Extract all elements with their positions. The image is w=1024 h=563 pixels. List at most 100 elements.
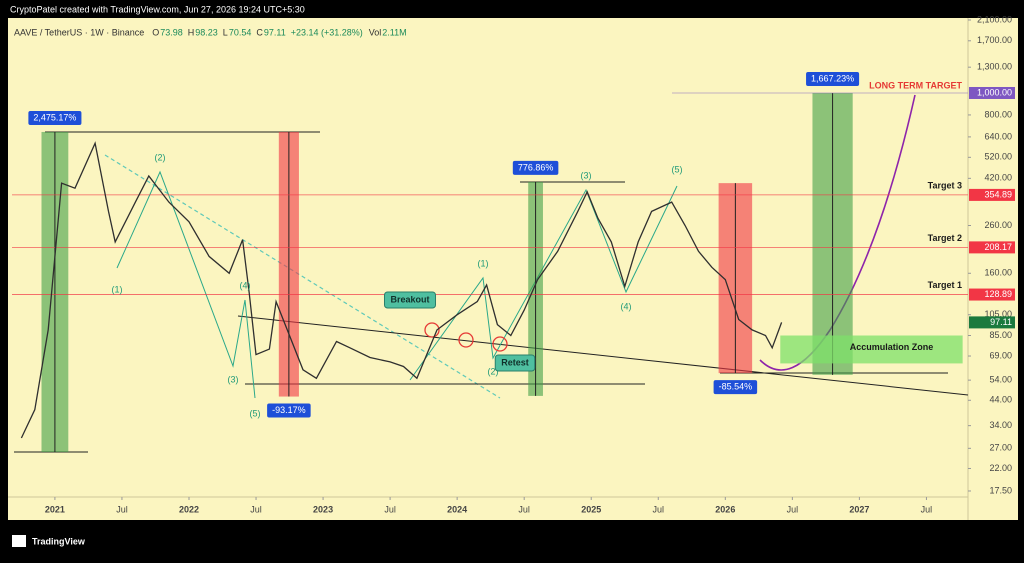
wave-label: (4) [240, 280, 251, 290]
y-tick-label: 2,100.00 [977, 14, 1012, 24]
callout-text: Breakout [390, 294, 429, 304]
y-tick-label: 1,700.00 [977, 35, 1012, 45]
last-price-bg [969, 316, 1015, 329]
x-tick-label: 2025 [581, 504, 601, 514]
x-tick-label: Jul [921, 504, 933, 514]
y-tick-label: 1,300.00 [977, 62, 1012, 72]
ohlc-key: O [152, 27, 159, 37]
range-label-bg [806, 71, 860, 86]
descending-trendline [237, 315, 969, 396]
wave-label: (1) [478, 258, 489, 268]
ohlc-key: H [188, 27, 195, 37]
y-tick-label: 105.00 [984, 309, 1012, 319]
callout: Retest [494, 354, 536, 372]
x-tick-label: Jul [653, 504, 665, 514]
range-label-bg [713, 380, 758, 395]
volume-key: Vol [369, 27, 382, 37]
x-tick-label: 2024 [447, 504, 467, 514]
y-tick-label: 54.00 [989, 375, 1012, 385]
callout-bg [383, 291, 437, 309]
level-name: Target 3 [928, 180, 962, 190]
ohlc-value: 73.98 [160, 27, 183, 37]
range-label-bg [28, 110, 82, 125]
range-label: 2,475.17% [28, 110, 82, 125]
wave-label: (2) [488, 366, 499, 376]
ohlc-value: 97.11 [264, 27, 286, 37]
y-tick-label: 420.00 [984, 173, 1012, 183]
level-price: 128.89 [984, 289, 1012, 299]
x-tick-label: 2027 [849, 504, 869, 514]
range-label: 1,667.23% [806, 71, 860, 86]
wave-label: (5) [672, 164, 683, 174]
range-label: 776.86% [512, 160, 559, 175]
wave-label: (5) [250, 408, 261, 418]
range-label: -93.17% [267, 403, 311, 418]
wave-label: (4) [621, 301, 632, 311]
range-label-bg [267, 403, 311, 418]
level-price: 208.17 [984, 242, 1012, 252]
y-tick-label: 85.00 [989, 330, 1012, 340]
level-name: Target 2 [928, 233, 962, 243]
watermark: CryptoPatel created with TradingView.com… [10, 4, 305, 14]
range-label-text: -85.54% [719, 381, 753, 391]
brand: TradingView [12, 535, 86, 547]
x-tick-label: Jul [787, 504, 799, 514]
callout: Breakout [383, 291, 437, 309]
x-tick-label: Jul [116, 504, 128, 514]
wave-label: (1) [112, 284, 123, 294]
level-price: 1,000.00 [977, 87, 1012, 97]
y-tick-label: 17.50 [989, 485, 1012, 495]
ohlc-value: 98.23 [195, 27, 218, 37]
level-price-bg [969, 86, 1015, 99]
y-tick-label: 260.00 [984, 220, 1012, 230]
symbol-title: AAVE / TetherUS · 1W · Binance [14, 27, 144, 37]
y-tick-label: 160.00 [984, 268, 1012, 278]
y-tick-label: 44.00 [989, 395, 1012, 405]
brand-name: TradingView [32, 536, 86, 546]
level-name: LONG TERM TARGET [869, 80, 962, 90]
x-tick-label: 2022 [179, 504, 199, 514]
y-tick-label: 520.00 [984, 152, 1012, 162]
ohlc-value: 70.54 [229, 27, 252, 37]
marker-circle [424, 322, 440, 338]
dashed-trendline [104, 154, 501, 399]
zone-label: Accumulation Zone [850, 342, 934, 352]
x-tick-label: Jul [250, 504, 262, 514]
y-tick-label: 27.00 [989, 443, 1012, 453]
wave-path [116, 170, 256, 399]
last-price: 97.11 [990, 317, 1012, 327]
range-label-bg [512, 160, 559, 175]
y-tick-label: 34.00 [989, 420, 1012, 430]
x-tick-label: 2023 [313, 504, 333, 514]
y-tick-label: 800.00 [984, 109, 1012, 119]
wave-label: (2) [155, 152, 166, 162]
volume-value: 2.11M [382, 27, 406, 37]
x-tick-label: 2026 [715, 504, 735, 514]
range-label: -85.54% [713, 380, 758, 395]
accumulation-zone [780, 335, 963, 364]
ohlc-key: L [223, 27, 228, 37]
y-tick-label: 69.00 [989, 350, 1012, 360]
wave-label: (3) [228, 374, 239, 384]
level-price-bg [969, 188, 1015, 201]
y-tick-label: 22.00 [989, 463, 1012, 473]
level-price: 354.89 [984, 189, 1012, 199]
wave-label: (3) [581, 170, 592, 180]
x-tick-label: 2021 [45, 504, 65, 514]
range-label-text: 2,475.17% [33, 112, 76, 122]
x-tick-label: Jul [518, 504, 530, 514]
level-price-bg [969, 288, 1015, 301]
x-tick-label: Jul [384, 504, 396, 514]
marker-circle [492, 336, 508, 352]
level-name: Target 1 [928, 280, 962, 290]
brand-logo [12, 535, 26, 547]
level-price-bg [969, 241, 1015, 254]
price-line [20, 141, 783, 439]
range-label-text: 776.86% [518, 162, 554, 172]
range-label-text: -93.17% [272, 405, 306, 415]
range-label-text: 1,667.23% [811, 73, 854, 83]
marker-circle [458, 332, 474, 348]
y-tick-label: 640.00 [984, 131, 1012, 141]
price-change: +23.14 (+31.28%) [291, 27, 363, 37]
